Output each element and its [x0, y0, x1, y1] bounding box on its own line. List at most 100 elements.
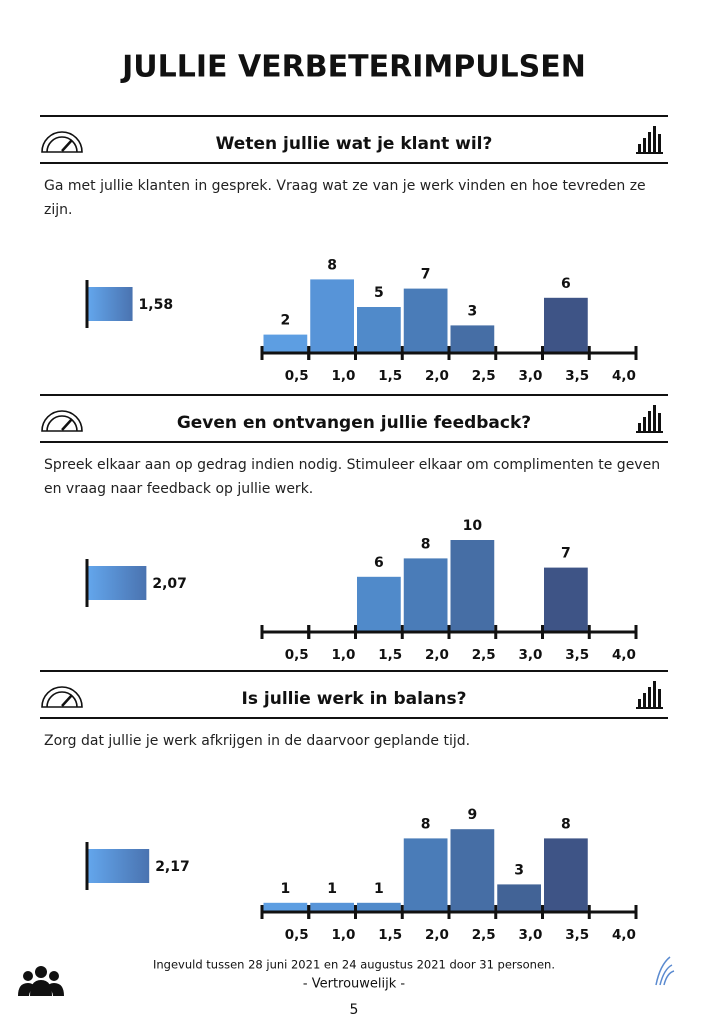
bar-value-label: 1 [327, 881, 337, 897]
histogram-bar [310, 902, 354, 912]
bar-value-label: 3 [514, 862, 524, 878]
bar-value-label: 9 [468, 807, 478, 823]
bar-value-label: 6 [374, 555, 384, 571]
icon-bar [653, 126, 656, 152]
icon-bar [658, 689, 661, 707]
histogram-bar [403, 838, 448, 912]
footer-note: Ingevuld tussen 28 juni 2021 en 24 augus… [153, 958, 555, 972]
bar-value-label: 8 [561, 816, 571, 832]
description: Ga met jullie klanten in gesprek. Vraag … [44, 178, 646, 218]
people-icon [18, 966, 64, 996]
gauge-arc [46, 691, 78, 708]
x-tick-label: 1,5 [378, 647, 402, 663]
x-tick-label: 2,0 [425, 927, 449, 943]
histogram-bar [450, 829, 495, 912]
description: Zorg dat jullie je werk afkrijgen in de … [44, 733, 471, 749]
icon-bar [643, 417, 646, 431]
x-tick-label: 1,5 [378, 368, 402, 384]
gauge-icon [41, 686, 83, 708]
bar-value-label: 5 [374, 285, 384, 301]
histogram-bar [544, 838, 588, 912]
bar-value-label: 7 [561, 546, 571, 562]
histogram-bar [544, 567, 588, 632]
x-tick-label: 2,0 [425, 647, 449, 663]
score-bar [88, 287, 133, 321]
score-bar [88, 849, 150, 883]
section-heading: Weten jullie wat je klant wil? [216, 134, 493, 154]
page-number: 5 [350, 1002, 359, 1018]
score-label: 2,17 [155, 859, 190, 875]
x-tick-label: 3,0 [519, 927, 543, 943]
x-tick-label: 2,0 [425, 368, 449, 384]
bar-value-label: 10 [463, 518, 483, 534]
gauge-arc [46, 136, 78, 153]
histogram-bar [263, 902, 308, 912]
x-tick-label: 3,5 [565, 927, 589, 943]
bar-value-label: 2 [281, 313, 291, 329]
score-label: 1,58 [139, 297, 174, 313]
x-tick-label: 2,5 [472, 927, 496, 943]
footer-confidential: - Vertrouwelijk - [303, 977, 406, 992]
histogram-bar [357, 307, 401, 353]
x-tick-label: 0,5 [285, 927, 309, 943]
x-tick-label: 1,0 [332, 368, 356, 384]
icon-bar [643, 138, 646, 152]
chart-icon [636, 126, 663, 154]
icon-bar [648, 132, 651, 152]
bar-value-label: 8 [327, 257, 337, 273]
page-title: JULLIE VERBETERIMPULSEN [120, 50, 586, 85]
histogram-bar [450, 325, 495, 353]
histogram-bar [310, 279, 354, 353]
x-tick-label: 4,0 [612, 647, 636, 663]
icon-bar [638, 423, 641, 431]
icon-bar [653, 405, 656, 431]
icon-base [636, 152, 663, 154]
bar-value-label: 1 [374, 881, 384, 897]
gauge-icon [41, 131, 83, 153]
section-heading: Is jullie werk in balans? [242, 689, 467, 709]
gauge-needle [61, 418, 73, 431]
histogram-bar [357, 902, 401, 912]
x-tick-label: 0,5 [285, 368, 309, 384]
score-label: 2,07 [152, 576, 187, 592]
histogram-bar [544, 297, 588, 353]
bar-value-label: 6 [561, 276, 571, 292]
bar-value-label: 1 [281, 881, 291, 897]
x-tick-label: 3,5 [565, 647, 589, 663]
x-tick-label: 3,0 [519, 368, 543, 384]
icon-bar [638, 144, 641, 152]
histogram-bar [403, 558, 448, 632]
bar-value-label: 8 [421, 536, 431, 552]
icon-bar [638, 699, 641, 707]
gauge-arc [46, 415, 78, 432]
histogram-bar [497, 884, 541, 912]
icon-bar [658, 413, 661, 431]
icon-bar [658, 134, 661, 152]
x-tick-label: 3,0 [519, 647, 543, 663]
icon-base [636, 707, 663, 709]
x-tick-label: 1,0 [332, 927, 356, 943]
gauge-arc [41, 686, 83, 708]
gauge-needle [61, 139, 73, 152]
bar-value-label: 8 [421, 816, 431, 832]
icon-bar [648, 411, 651, 431]
icon-base [636, 431, 663, 433]
x-tick-label: 1,0 [332, 647, 356, 663]
histogram-bar [263, 334, 308, 353]
section-heading: Geven en ontvangen jullie feedback? [177, 413, 531, 433]
icon-bar [653, 681, 656, 707]
icon-bar [648, 687, 651, 707]
x-tick-label: 2,5 [472, 368, 496, 384]
x-tick-label: 4,0 [612, 927, 636, 943]
gauge-arc [41, 131, 83, 153]
gauge-icon [41, 410, 83, 432]
bar-value-label: 7 [421, 267, 431, 283]
logo [655, 956, 675, 986]
x-tick-label: 2,5 [472, 647, 496, 663]
x-tick-label: 0,5 [285, 647, 309, 663]
description: Spreek elkaar aan op gedrag indien nodig… [44, 457, 661, 497]
x-tick-label: 3,5 [565, 368, 589, 384]
chart-icon [636, 681, 663, 709]
